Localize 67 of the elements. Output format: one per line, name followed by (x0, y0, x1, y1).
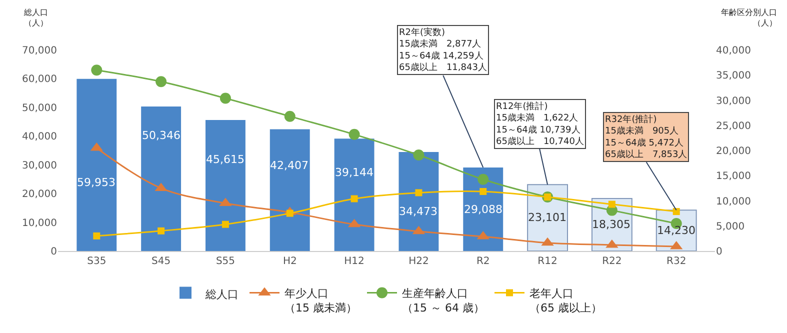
y-tick-label: 10,000 (22, 218, 57, 229)
point (478, 174, 489, 185)
y2-tick-label: 40,000 (716, 46, 751, 56)
y2-tick-label: 35,000 (716, 70, 751, 82)
legend-label: 生産年齢人口（15 ～ 64 歳） (402, 287, 484, 314)
point (222, 220, 229, 228)
y2-tick-label: 5,000 (716, 221, 745, 232)
point (413, 150, 424, 161)
x-tick-label: R12 (538, 256, 558, 267)
legend-label: 年少人口（15 歳未満） (284, 287, 357, 314)
x-tick-label: S55 (216, 256, 236, 267)
annotation: R32年(推計) 15歳未満 905人 15～64歳 5,472人 65歳以上 7,853人 (605, 114, 688, 160)
point (91, 64, 102, 76)
x-tick-label: H22 (408, 256, 429, 267)
y-tick-label: 60,000 (22, 74, 57, 86)
x-tick-label: R22 (602, 256, 622, 267)
data-label: 34,473 (399, 205, 438, 218)
x-tick-label: R32 (666, 256, 686, 267)
bar (206, 120, 246, 251)
x-tick-label: H2 (282, 256, 297, 267)
point (284, 110, 296, 122)
point (348, 128, 360, 140)
data-label: 50,346 (142, 129, 180, 142)
data-label: 29,088 (464, 203, 502, 216)
y2-tick-label: 25,000 (716, 120, 751, 132)
y-tick-label: 20,000 (22, 189, 57, 200)
annotation: R12年(推計) 15歳未満 1,622人 15～64歳 10,739人 65歳以上 10,740人 (496, 101, 584, 148)
y-tick-label: 40,000 (22, 132, 57, 143)
y2-tick-label: 0 (716, 246, 722, 258)
point (608, 200, 616, 208)
y-tick-label: 0 (50, 246, 57, 258)
point (480, 188, 487, 195)
data-label: 23,101 (528, 211, 566, 224)
point (156, 76, 167, 88)
y2-tick-label: 20,000 (716, 146, 751, 157)
bar (270, 129, 310, 251)
x-tick-label: R2 (476, 256, 490, 267)
legend-label: 老年人口（65 歳以上） (529, 287, 602, 314)
point (93, 232, 100, 240)
y-tick-label: 30,000 (22, 160, 57, 172)
y2-tick-label: 15,000 (716, 171, 751, 182)
x-tick-label: S45 (152, 256, 171, 267)
data-label: 18,305 (592, 218, 630, 231)
bar (398, 152, 439, 251)
legend-label: 総人口 (204, 288, 238, 301)
y-axis-title: 総人口（人） (23, 8, 48, 28)
bar (141, 106, 182, 251)
y2-tick-label: 10,000 (716, 196, 751, 208)
point (220, 92, 231, 104)
x-tick-label: H12 (344, 256, 364, 267)
point (158, 227, 165, 234)
data-label: 45,615 (206, 153, 244, 166)
data-label: 42,407 (270, 159, 308, 172)
data-label: 39,144 (335, 166, 374, 179)
y-tick-label: 70,000 (22, 46, 57, 56)
bar (334, 138, 374, 251)
y2-tick-label: 30,000 (716, 96, 751, 107)
bar (76, 78, 117, 251)
data-label: 14,230 (657, 224, 696, 237)
annotation: R2年(実数) 15歳未満 2,877人 15～64歳 14,259人 65歳以上 11,843人 (399, 27, 487, 74)
y2-axis-title: 年齢区分別人口（人） (721, 8, 777, 28)
data-label: 59,953 (77, 176, 116, 189)
y-tick-label: 50,000 (22, 102, 57, 114)
point (672, 208, 680, 216)
point (350, 195, 358, 202)
point (415, 189, 422, 196)
x-tick-label: S35 (87, 256, 106, 267)
